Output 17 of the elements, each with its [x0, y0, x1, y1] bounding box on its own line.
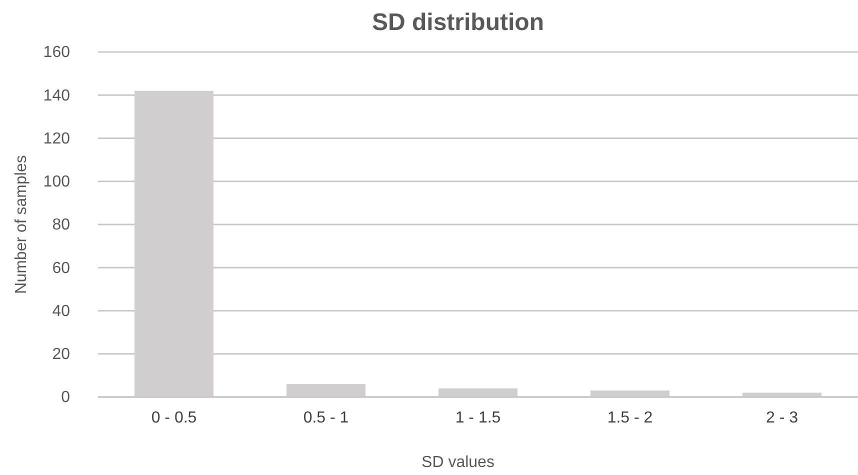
x-tick-label: 1 - 1.5: [455, 409, 501, 426]
y-tick-label: 100: [43, 173, 70, 190]
y-axis-title: Number of samples: [13, 155, 30, 294]
x-tick-label: 0 - 0.5: [151, 409, 197, 426]
y-tick-label: 80: [52, 216, 70, 234]
y-tick-label: 160: [43, 44, 70, 62]
chart-title: SD distribution: [372, 9, 544, 36]
y-tick-label: 60: [52, 260, 70, 277]
x-tick-label: 2 - 3: [766, 409, 798, 426]
y-tick-label: 0: [61, 389, 70, 406]
y-tick-label: 20: [52, 346, 70, 363]
x-axis-title: SD values: [422, 454, 494, 471]
x-tick-label: 1.5 - 2: [607, 409, 653, 426]
y-tick-label: 140: [43, 87, 70, 104]
x-tick-label: 0.5 - 1: [303, 409, 349, 426]
y-tick-label: 40: [52, 302, 70, 320]
y-tick-label: 120: [43, 130, 70, 148]
